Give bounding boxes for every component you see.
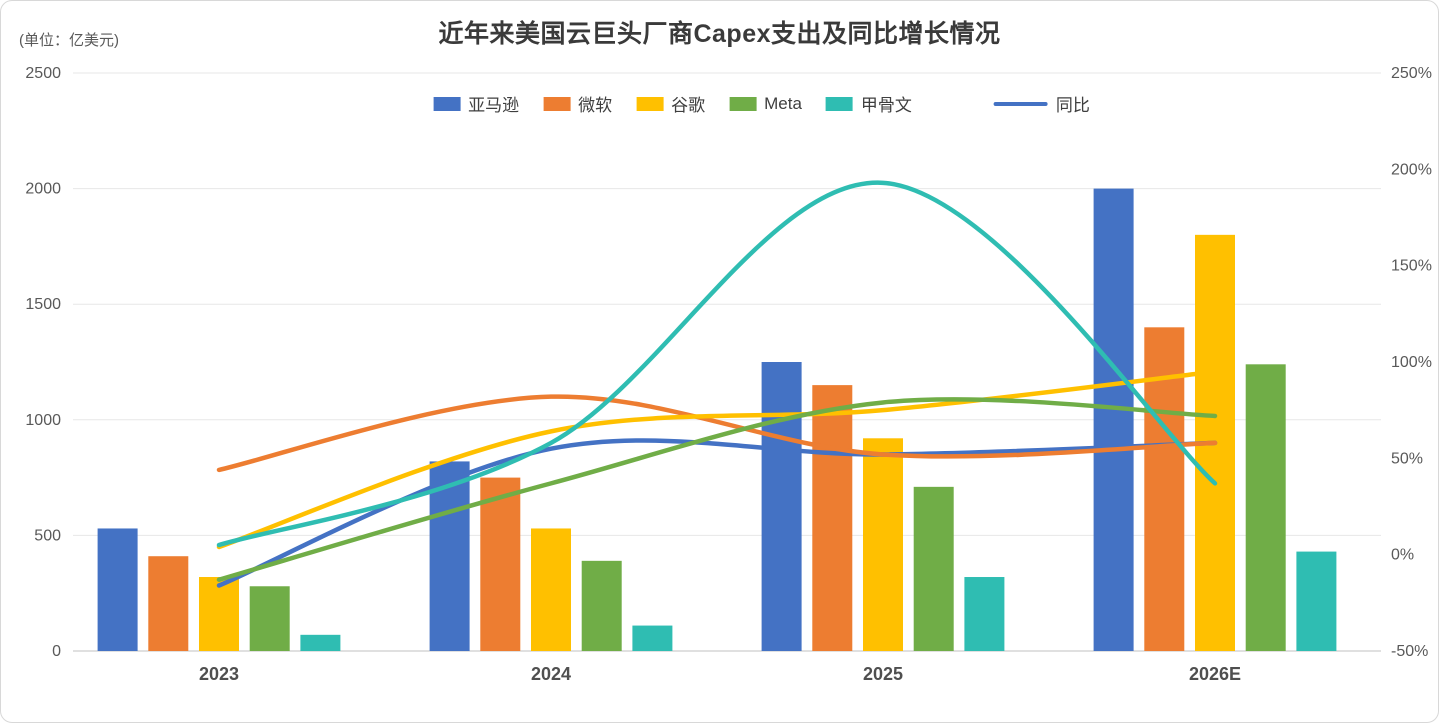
bar <box>964 577 1005 651</box>
legend-swatch-icon <box>729 96 757 111</box>
legend-swatch-icon <box>543 96 571 111</box>
bar <box>480 477 521 651</box>
category-label: 2025 <box>863 664 903 684</box>
legend-item-yoy: 同比 <box>993 91 1090 116</box>
legend-item: 甲骨文 <box>825 91 912 116</box>
right-axis-tick: 250% <box>1391 65 1432 82</box>
left-axis-tick: 2000 <box>25 181 61 198</box>
bar <box>761 362 802 651</box>
left-axis-tick: 1500 <box>25 296 61 313</box>
left-axis-tick: 500 <box>34 527 61 544</box>
legend-label: 亚马逊 <box>468 96 520 115</box>
bar <box>148 556 189 651</box>
legend-line-swatch-icon <box>993 101 1048 106</box>
bar <box>581 560 622 651</box>
legend-label: 谷歌 <box>671 96 706 115</box>
legend-swatch-icon <box>433 96 461 111</box>
growth-line <box>216 438 1218 588</box>
legend-swatch-icon <box>636 96 664 111</box>
legend-item: 亚马逊 <box>433 91 519 116</box>
legend: 亚马逊 微软 谷歌 Meta 甲骨文 同比 <box>433 91 1090 116</box>
bar <box>913 486 954 651</box>
right-axis-tick: -50% <box>1391 643 1428 660</box>
unit-label: (单位：亿美元) <box>19 32 119 49</box>
right-axis-tick: 150% <box>1391 258 1432 275</box>
category-label: 2023 <box>199 664 239 684</box>
legend-swatch-icon <box>825 96 853 111</box>
right-axis-tick: 0% <box>1391 547 1414 564</box>
legend-item: 谷歌 <box>636 91 705 116</box>
left-axis-tick: 1000 <box>25 412 61 429</box>
bar <box>1296 551 1337 651</box>
right-axis-tick: 200% <box>1391 161 1432 178</box>
bar <box>429 461 470 651</box>
bar <box>632 625 673 651</box>
right-axis-tick: 100% <box>1391 354 1432 371</box>
bar <box>300 634 341 651</box>
bar <box>97 528 138 651</box>
legend-label: 同比 <box>1055 96 1090 115</box>
legend-item: 微软 <box>543 91 612 116</box>
page-title: 近年来美国云巨头厂商Capex支出及同比增长情况 <box>438 20 1001 48</box>
legend-label: 甲骨文 <box>860 96 912 115</box>
bar <box>863 438 903 651</box>
growth-line <box>216 394 1218 473</box>
legend-label: Meta <box>764 93 802 113</box>
bar <box>1245 364 1286 651</box>
growth-line <box>216 180 1218 548</box>
left-axis-tick: 0 <box>52 643 61 660</box>
bar <box>199 577 239 651</box>
bar <box>249 586 290 651</box>
growth-line <box>216 397 1218 582</box>
legend-item: Meta <box>729 94 802 114</box>
bar <box>531 528 571 651</box>
category-label: 2024 <box>531 664 571 684</box>
legend-label: 微软 <box>578 96 613 115</box>
left-axis-tick: 2500 <box>25 65 61 82</box>
category-label: 2026E <box>1189 664 1241 684</box>
growth-line <box>216 369 1218 550</box>
bar <box>1093 188 1134 651</box>
right-axis-tick: 50% <box>1391 450 1423 467</box>
bar <box>812 385 853 651</box>
